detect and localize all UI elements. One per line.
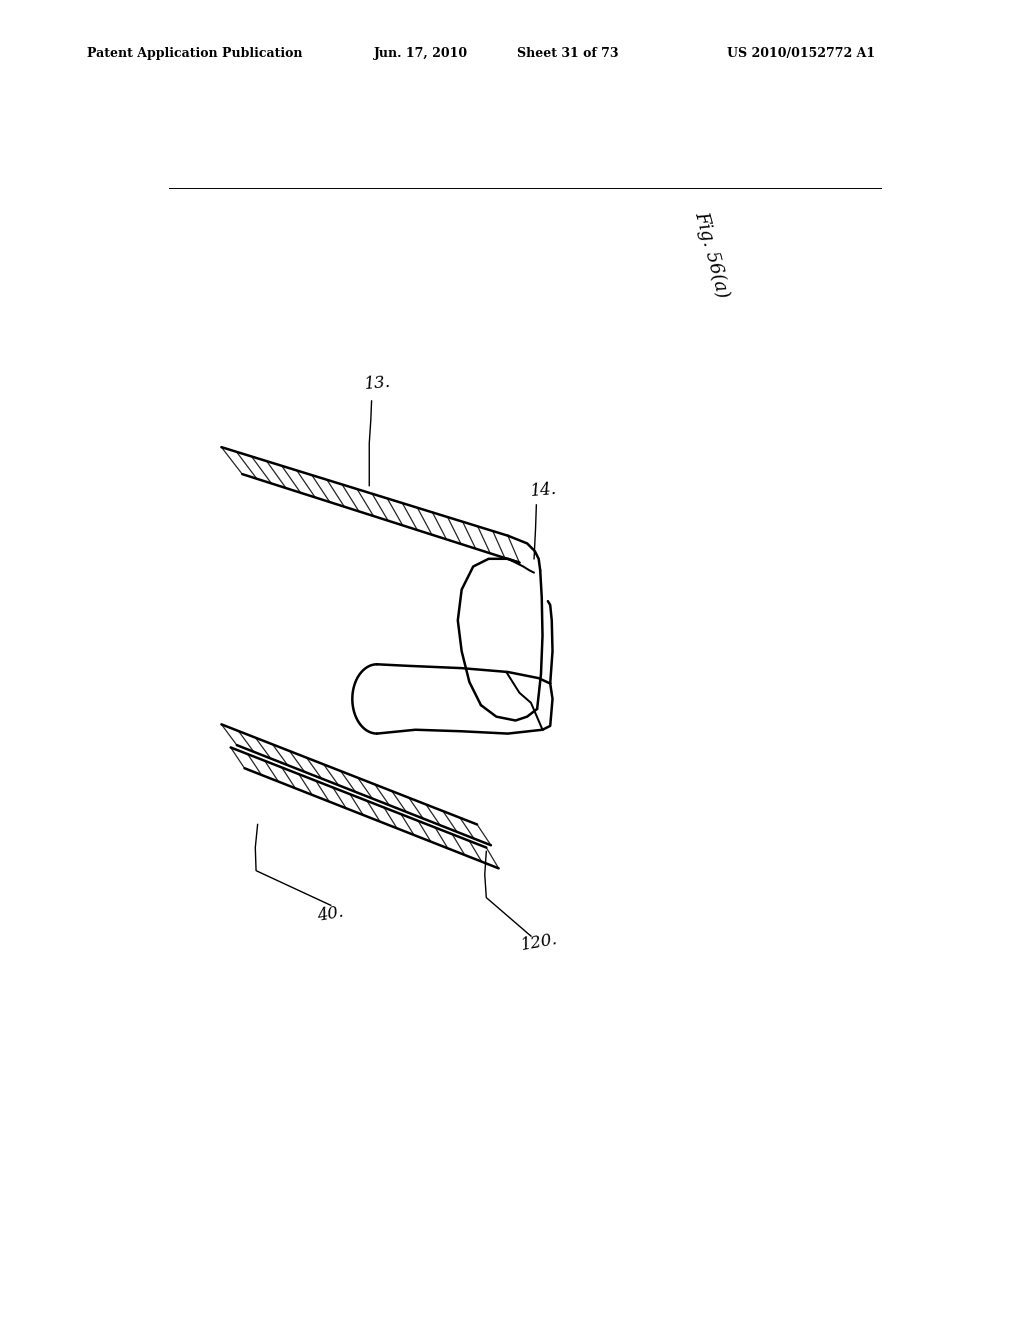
Text: 13.: 13. [364, 374, 392, 393]
Text: 40.: 40. [315, 903, 344, 925]
Text: Jun. 17, 2010: Jun. 17, 2010 [374, 46, 468, 59]
Text: 14.: 14. [529, 480, 557, 500]
Text: 120.: 120. [519, 931, 559, 954]
Text: Patent Application Publication: Patent Application Publication [87, 46, 302, 59]
Text: Sheet 31 of 73: Sheet 31 of 73 [517, 46, 618, 59]
Text: US 2010/0152772 A1: US 2010/0152772 A1 [727, 46, 876, 59]
Text: Fig. 56(a): Fig. 56(a) [691, 210, 732, 300]
